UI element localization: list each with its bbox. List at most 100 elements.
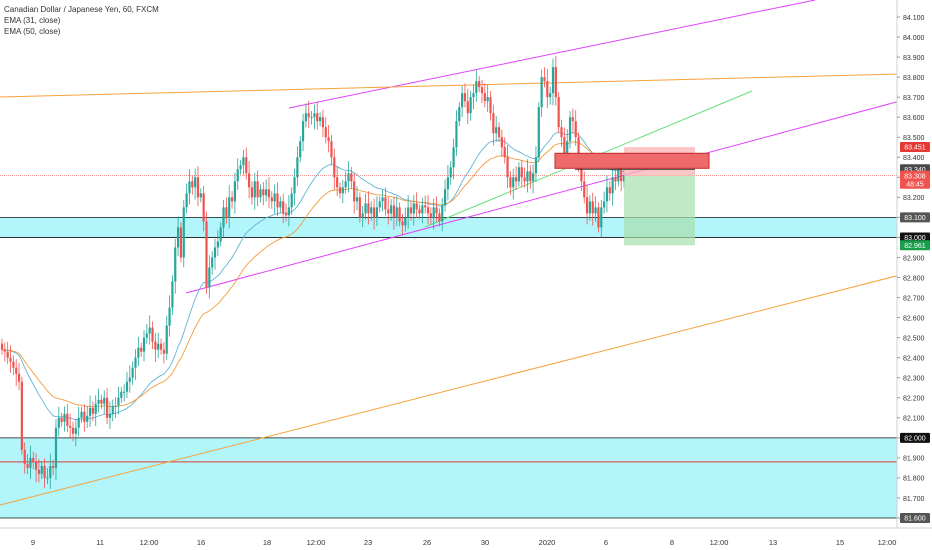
y-tick-label: 82.100 — [903, 416, 925, 423]
short-position-tool[interactable] — [554, 147, 710, 246]
candle-body — [60, 417, 63, 422]
y-tick-label: 83.900 — [903, 55, 925, 62]
candle-body — [46, 477, 49, 479]
candle-body — [409, 207, 413, 214]
candle-body — [134, 357, 137, 368]
candle-body — [554, 67, 557, 98]
candle-body — [114, 405, 117, 407]
x-tick-label: 23 — [364, 538, 372, 547]
candle-body — [407, 207, 410, 218]
candle-body — [605, 187, 609, 202]
time-axis[interactable]: 9 11 12:00 16 18 12:00 23 26 30 2020 6 8 12:00 13 15 12… — [0, 527, 932, 550]
candle-body — [316, 113, 319, 122]
candle-body — [15, 367, 18, 374]
candle-body — [117, 397, 120, 406]
y-tick-label: 83.600 — [903, 115, 925, 122]
candle-body — [71, 427, 75, 434]
candle-body — [0, 343, 4, 350]
candle-body — [148, 327, 151, 334]
y-tick-label: 83.200 — [903, 195, 925, 202]
price-badge-label: 83.308 — [904, 173, 926, 180]
price-badge-label: 82.000 — [904, 435, 926, 442]
candle-body — [492, 113, 495, 134]
resistance-box — [554, 152, 710, 169]
candle-body — [225, 207, 228, 218]
candle-body — [230, 197, 234, 202]
candle-body — [344, 181, 347, 188]
x-tick-label: 26 — [423, 538, 431, 547]
candle-body — [299, 141, 302, 158]
candle-body — [523, 177, 526, 182]
drawing-tools[interactable] — [0, 0, 901, 506]
candle-body — [390, 205, 393, 214]
candle-body — [486, 97, 489, 102]
price-badge-label: 83.000 — [904, 235, 926, 242]
candle-body — [560, 127, 563, 138]
candle-body — [157, 343, 160, 350]
candle-body — [384, 197, 387, 210]
x-tick-label: 12:00 — [710, 538, 729, 547]
candle-body — [361, 213, 364, 218]
candle-body — [600, 207, 603, 228]
ema-50-line — [2, 141, 625, 408]
y-tick-label: 84.100 — [903, 15, 925, 22]
candle-body — [290, 193, 293, 208]
candle-body — [412, 203, 415, 214]
candle-body — [455, 121, 458, 148]
candle-body — [355, 197, 359, 202]
candle-body — [526, 171, 529, 182]
x-tick-label: 12:00 — [307, 538, 326, 547]
time-axis-bg — [0, 528, 932, 550]
y-tick-label: 83.500 — [903, 135, 925, 142]
candle-body — [540, 77, 543, 108]
candle-body — [66, 413, 69, 426]
candle-body — [202, 193, 205, 222]
price-badge — [900, 170, 930, 181]
ema-31-label[interactable]: EMA (31, close) — [4, 16, 61, 25]
candle-body — [514, 177, 518, 182]
candle-body — [162, 349, 165, 354]
candle-body — [239, 165, 242, 170]
candle-body — [469, 97, 472, 114]
candle-body — [74, 427, 77, 434]
ema-50-label[interactable]: EMA (50, close) — [4, 27, 61, 36]
candle-body — [458, 107, 461, 122]
candle-body — [63, 413, 66, 422]
candle-body — [88, 407, 92, 416]
candle-body — [97, 399, 100, 404]
candle-body — [432, 207, 435, 218]
candle-body — [37, 469, 41, 474]
candle-body — [253, 181, 256, 198]
candle-body — [529, 171, 532, 182]
candle-body — [199, 193, 202, 198]
candle-body — [125, 381, 129, 392]
price-badge — [900, 240, 930, 251]
candle-body — [327, 137, 330, 142]
ema-31-line — [1, 132, 625, 420]
candle-body — [182, 207, 185, 258]
candle-body — [29, 457, 32, 468]
candle-body — [83, 411, 86, 422]
candle-body — [617, 167, 620, 182]
price-badge — [900, 178, 930, 189]
candle-body — [168, 307, 171, 326]
candle-body — [233, 181, 236, 202]
candle-body — [585, 197, 589, 214]
x-tick-label: 6 — [604, 538, 608, 547]
y-tick-label: 82.800 — [903, 275, 925, 282]
y-tick-label: 81.900 — [903, 456, 925, 463]
candle-body — [262, 189, 265, 196]
candle-body — [9, 357, 12, 362]
candle-body — [483, 93, 486, 102]
symbol-title[interactable]: Canadian Dollar / Japanese Yen, 60, FXCM — [4, 5, 159, 14]
candle-body — [506, 157, 509, 178]
candle-body — [20, 381, 23, 450]
price-axis[interactable]: 84.100 84.000 83.900 83.800 83.700 83.600 83.5… — [896, 0, 932, 550]
candle-body — [176, 227, 180, 248]
candle-body — [34, 461, 38, 470]
candle-body — [336, 177, 339, 188]
candle-body — [418, 209, 421, 214]
y-tick-label: 82.400 — [903, 355, 925, 362]
